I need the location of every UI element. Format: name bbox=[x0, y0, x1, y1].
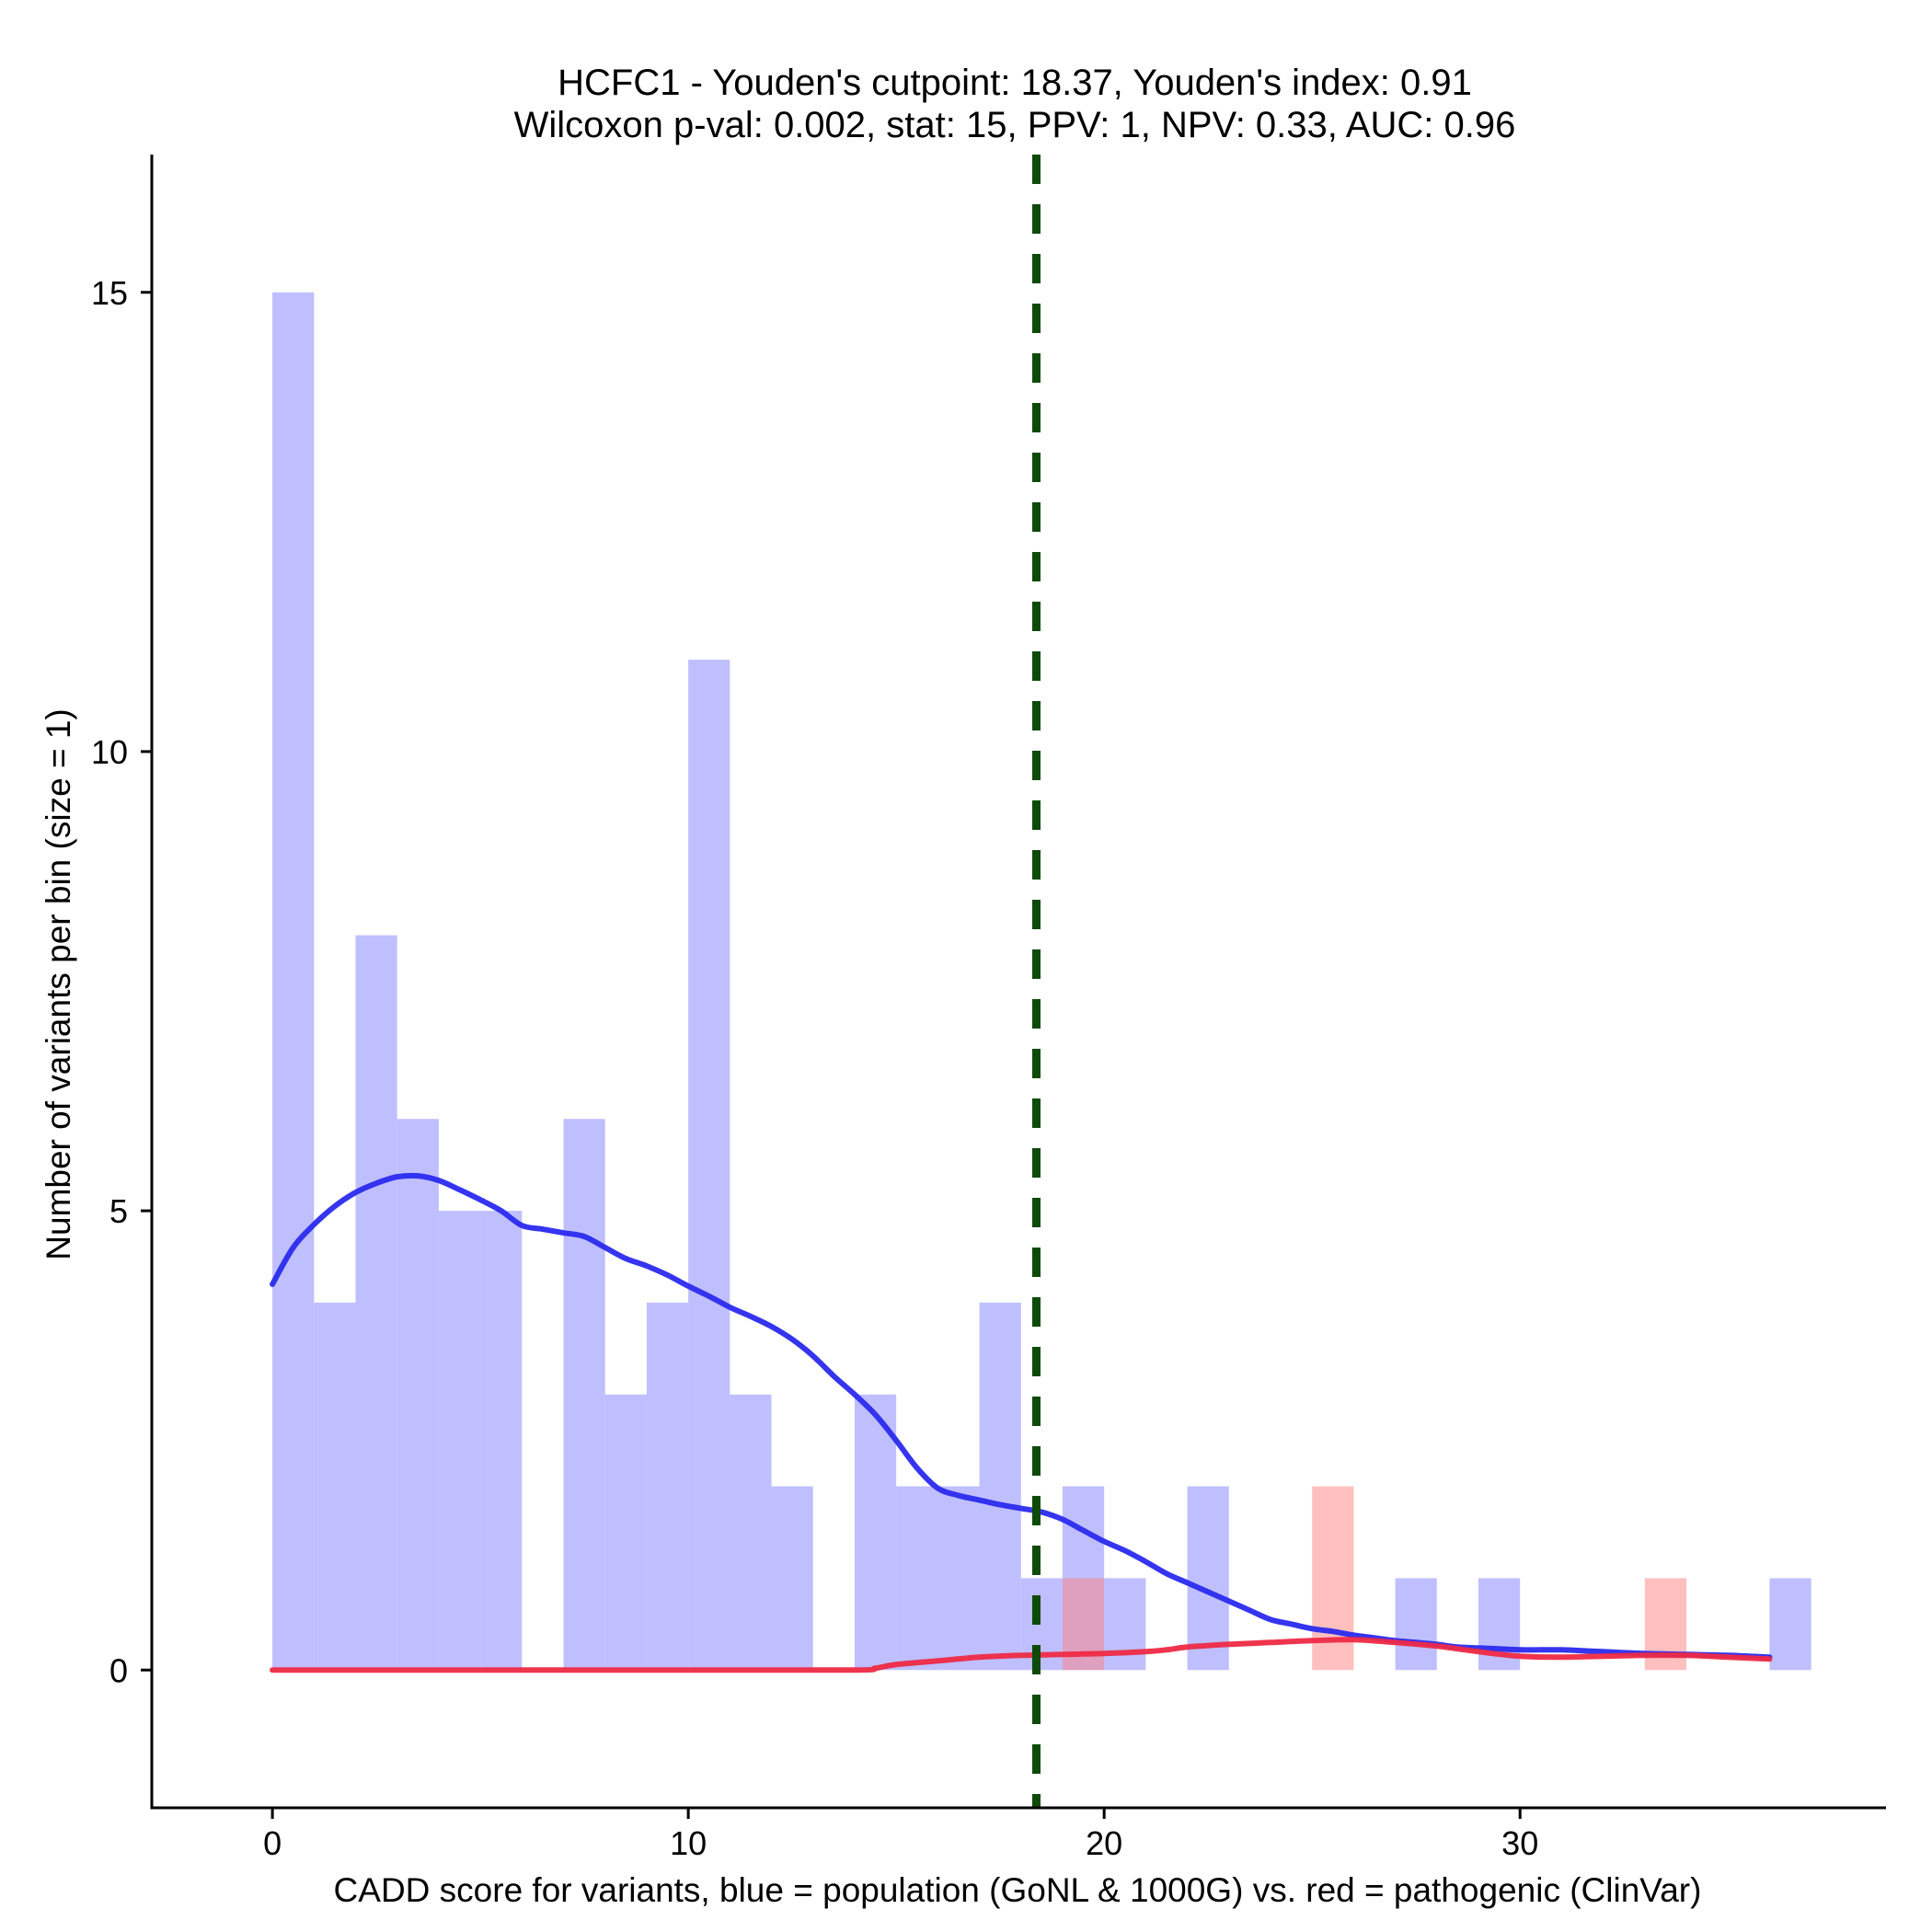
population-bar-18 bbox=[1104, 1578, 1146, 1671]
population-bar-19 bbox=[1187, 1486, 1229, 1671]
population-bar-0 bbox=[272, 292, 315, 1671]
population-bar-7 bbox=[604, 1394, 647, 1671]
population-bar-10 bbox=[730, 1394, 772, 1671]
x-tick-label-20: 20 bbox=[1086, 1824, 1122, 1862]
population-bar-20 bbox=[1395, 1578, 1437, 1671]
population-bar-4 bbox=[438, 1211, 481, 1671]
population-bar-3 bbox=[397, 1119, 439, 1671]
x-axis-label: CADD score for variants, blue = populati… bbox=[334, 1871, 1702, 1909]
population-bar-15 bbox=[979, 1302, 1021, 1671]
density-lines bbox=[270, 1172, 1773, 1673]
y-tick-label-10: 10 bbox=[91, 733, 128, 771]
population-bar-11 bbox=[771, 1486, 813, 1671]
y-axis-ticks: 0 5 10 15 bbox=[91, 274, 152, 1689]
population-bar-8 bbox=[646, 1302, 689, 1671]
x-tick-label-30: 30 bbox=[1501, 1824, 1538, 1862]
population-bar-12 bbox=[854, 1394, 897, 1671]
y-tick-label-0: 0 bbox=[109, 1651, 128, 1689]
y-tick-label-5: 5 bbox=[109, 1192, 128, 1230]
population-bar-14 bbox=[937, 1486, 980, 1671]
population-bar-9 bbox=[688, 660, 730, 1671]
population-bar-6 bbox=[563, 1119, 605, 1671]
chart-title: HCFC1 - Youden's cutpoint: 18.37, Youden… bbox=[558, 63, 1472, 103]
axes: 0 10 20 30 0 5 10 15 bbox=[91, 155, 1886, 1862]
chart-title-group: HCFC1 - Youden's cutpoint: 18.37, Youden… bbox=[514, 63, 1516, 145]
pathogenic-density-line bbox=[270, 1637, 1773, 1673]
population-bar-5 bbox=[480, 1211, 523, 1671]
y-tick-label-15: 15 bbox=[91, 274, 128, 312]
population-bar-2 bbox=[355, 935, 397, 1671]
x-axis-ticks: 0 10 20 30 bbox=[263, 1808, 1538, 1862]
chart-subtitle: Wilcoxon p-val: 0.002, stat: 15, PPV: 1,… bbox=[514, 105, 1516, 145]
x-tick-label-10: 10 bbox=[670, 1824, 707, 1862]
population-bar-22 bbox=[1769, 1578, 1811, 1671]
y-axis-label: Number of variants per bin (size = 1) bbox=[40, 708, 77, 1259]
population-bar-1 bbox=[314, 1302, 356, 1671]
population-bar-13 bbox=[896, 1486, 938, 1671]
x-tick-label-0: 0 bbox=[263, 1824, 282, 1862]
population-bars bbox=[272, 292, 1811, 1671]
